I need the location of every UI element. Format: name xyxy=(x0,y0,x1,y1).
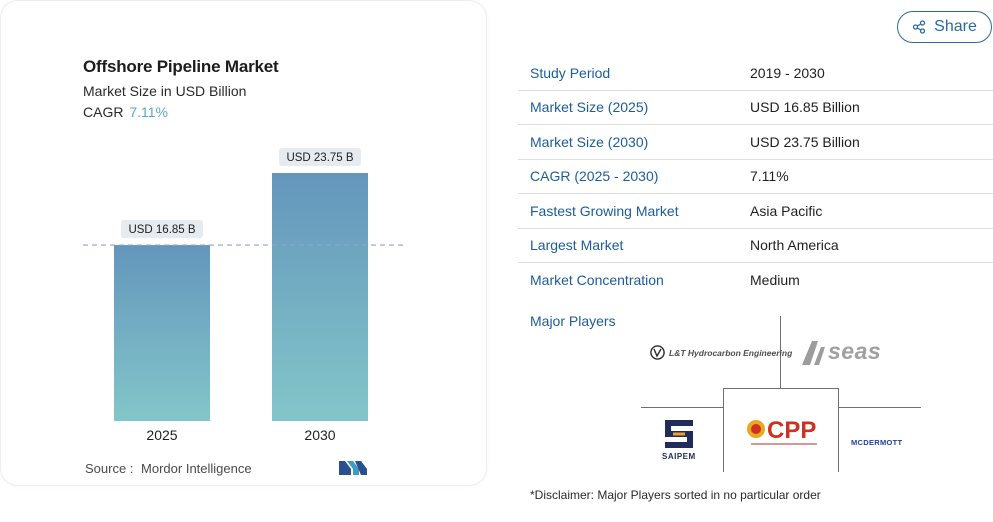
bar-2030 xyxy=(272,173,368,421)
stats-value: North America xyxy=(750,237,839,254)
grid-divider xyxy=(839,407,921,408)
mordor-logo-icon xyxy=(339,461,367,475)
share-icon xyxy=(912,20,926,34)
lt-emblem-icon xyxy=(650,345,665,360)
grid-divider xyxy=(723,388,724,472)
stats-value: Asia Pacific xyxy=(750,202,823,219)
bar-2025 xyxy=(114,245,210,421)
stats-row: Market Concentration Medium xyxy=(518,263,993,298)
saipem-logo-text: SAIPEM xyxy=(662,452,696,461)
grid-divider xyxy=(641,407,723,408)
disclaimer-text: *Disclaimer: Major Players sorted in no … xyxy=(530,488,821,502)
source-value: Mordor Intelligence xyxy=(141,461,252,476)
stats-row: Study Period 2019 - 2030 xyxy=(518,56,993,91)
chart-subtitle: Market Size in USD Billion xyxy=(83,83,247,99)
stats-key: CAGR (2025 - 2030) xyxy=(530,168,659,185)
lt-logo-text: L&T Hydrocarbon Engineering xyxy=(669,347,793,358)
cpp-subtitle-graphic xyxy=(751,443,817,445)
saipem-logo: SAIPEM xyxy=(662,418,696,461)
data-label: USD 16.85 B xyxy=(128,224,195,236)
cpp-logo: CPP xyxy=(746,416,822,448)
stats-key: Market Size (2030) xyxy=(530,133,649,150)
chart-source: Source : Mordor Intelligence xyxy=(85,461,252,476)
x-tick-label: 2030 xyxy=(304,427,335,443)
major-players-label: Major Players xyxy=(530,313,616,329)
stats-row: Fastest Growing Market Asia Pacific xyxy=(518,194,993,229)
stats-value: USD 23.75 Billion xyxy=(750,133,860,150)
share-button[interactable]: Share xyxy=(897,11,992,43)
bar-chart: USD 16.85 B 2025 USD 23.75 B 2030 xyxy=(83,148,403,443)
x-tick-label: 2025 xyxy=(146,427,177,443)
data-label-bg xyxy=(279,148,361,166)
allseas-emblem-icon xyxy=(802,341,825,365)
mcdermott-logo: MCDERMOTT xyxy=(851,432,902,450)
market-stats-table: Study Period 2019 - 2030 Market Size (20… xyxy=(518,56,993,298)
stats-value: 2019 - 2030 xyxy=(750,64,825,81)
stats-row: Market Size (2030) USD 23.75 Billion xyxy=(518,125,993,160)
stats-row: Market Size (2025) USD 16.85 Billion xyxy=(518,91,993,125)
stats-value: Medium xyxy=(750,272,800,289)
data-label: USD 23.75 B xyxy=(286,152,353,164)
lt-hydrocarbon-logo: L&T Hydrocarbon Engineering xyxy=(650,345,792,360)
allseas-logo-text: seas xyxy=(828,338,882,364)
chart-title: Offshore Pipeline Market xyxy=(83,57,279,76)
data-label-bg xyxy=(121,220,203,239)
grid-divider xyxy=(723,388,839,389)
grid-divider xyxy=(780,316,781,388)
stats-key: Market Concentration xyxy=(530,272,664,289)
cpp-logo-text: CPP xyxy=(767,417,816,442)
chart-cagr: CAGR 7.11% xyxy=(83,104,168,120)
stats-key: Market Size (2025) xyxy=(530,99,649,116)
cagr-value: 7.11% xyxy=(129,104,169,120)
market-chart-card: Offshore Pipeline Market Market Size in … xyxy=(0,0,487,486)
cagr-label: CAGR xyxy=(83,104,124,120)
source-label: Source : xyxy=(85,461,134,476)
stats-value: USD 16.85 Billion xyxy=(750,99,860,116)
stats-value: 7.11% xyxy=(750,168,789,185)
stats-row: CAGR (2025 - 2030) 7.11% xyxy=(518,160,993,194)
share-label: Share xyxy=(934,18,977,35)
grid-divider xyxy=(838,388,839,472)
mcdermott-logo-text: MCDERMOTT xyxy=(851,438,903,447)
stats-key: Fastest Growing Market xyxy=(530,202,679,219)
stats-row: Largest Market North America xyxy=(518,229,993,263)
stats-key: Study Period xyxy=(530,64,611,81)
allseas-logo: seas xyxy=(802,338,881,365)
saipem-emblem-icon xyxy=(664,420,693,448)
stats-key: Largest Market xyxy=(530,237,624,254)
cpp-emblem-icon: CPP xyxy=(747,417,816,442)
